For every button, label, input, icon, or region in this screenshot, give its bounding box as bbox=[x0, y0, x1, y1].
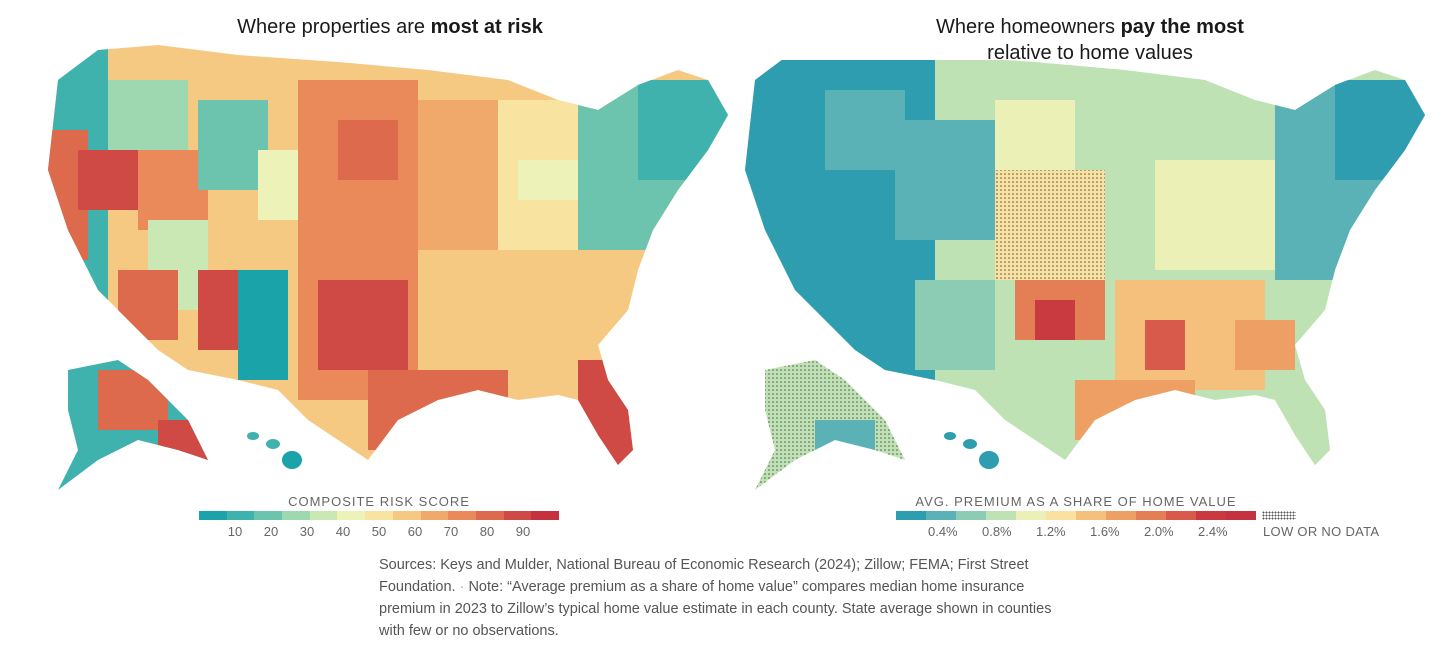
risk-scale-tick-label: 40 bbox=[335, 524, 351, 539]
right-title-plain: Where homeowners bbox=[936, 16, 1121, 38]
risk-scale-swatch bbox=[309, 511, 338, 520]
premium-scale-swatch bbox=[1166, 511, 1196, 520]
left-legend-title: COMPOSITE RISK SCORE bbox=[288, 494, 470, 509]
premium-scale-tick-label: 1.6% bbox=[1089, 524, 1120, 539]
premium-scale-swatch bbox=[986, 511, 1016, 520]
risk-scale-swatch bbox=[254, 511, 283, 520]
risk-scale-tick-label: 80 bbox=[479, 524, 495, 539]
premium-scale-swatch bbox=[956, 511, 986, 520]
premium-scale-tick-label: 0.8% bbox=[981, 524, 1012, 539]
premium-scale-tick-label: 2.0% bbox=[1143, 524, 1174, 539]
right-title-line2: relative to home values bbox=[987, 42, 1193, 64]
no-data-swatch bbox=[1262, 511, 1296, 520]
risk-scale-swatch bbox=[337, 511, 366, 520]
premium-share-map bbox=[745, 60, 1425, 490]
sources-note: Sources: Keys and Mulder, National Burea… bbox=[379, 554, 1079, 642]
right-title-bold: pay the most bbox=[1120, 16, 1244, 38]
premium-scale-tick-label: 1.2% bbox=[1035, 524, 1066, 539]
risk-scale-tick-label: 70 bbox=[443, 524, 459, 539]
premium-scale-swatch bbox=[1226, 511, 1256, 520]
risk-scale-swatch bbox=[282, 511, 310, 520]
hawaii-premium bbox=[944, 432, 999, 469]
risk-scale-swatch bbox=[448, 511, 476, 520]
risk-color-scale bbox=[199, 511, 559, 520]
risk-scale-swatch bbox=[226, 511, 255, 520]
risk-scale-swatch bbox=[475, 511, 504, 520]
premium-scale-swatch bbox=[1076, 511, 1106, 520]
premium-color-scale bbox=[896, 511, 1256, 520]
risk-score-map bbox=[48, 45, 728, 490]
right-map-title: Where homeowners pay the most relative to… bbox=[740, 14, 1440, 66]
risk-scale-tick-label: 60 bbox=[407, 524, 423, 539]
no-data-label: LOW OR NO DATA bbox=[1263, 524, 1380, 539]
right-legend-title: AVG. PREMIUM AS A SHARE OF HOME VALUE bbox=[915, 494, 1237, 509]
risk-scale-swatch bbox=[365, 511, 393, 520]
left-map-title: Where properties are most at risk bbox=[40, 14, 740, 40]
risk-scale-tick-label: 30 bbox=[299, 524, 315, 539]
premium-scale-swatch bbox=[1136, 511, 1166, 520]
premium-scale-swatch bbox=[896, 511, 926, 520]
premium-scale-swatch bbox=[1196, 511, 1226, 520]
left-title-bold: most at risk bbox=[430, 16, 543, 38]
risk-scale-swatch bbox=[199, 511, 227, 520]
risk-scale-swatch bbox=[420, 511, 449, 520]
sources-text: Sources: Keys and Mulder, National Burea… bbox=[379, 557, 1029, 595]
premium-scale-tick-label: 0.4% bbox=[927, 524, 958, 539]
risk-scale-swatch bbox=[392, 511, 421, 520]
premium-scale-tick-label: 2.4% bbox=[1197, 524, 1228, 539]
risk-scale-tick-label: 10 bbox=[227, 524, 243, 539]
risk-scale-swatch bbox=[531, 511, 559, 520]
risk-scale-tick-label: 90 bbox=[515, 524, 531, 539]
hawaii-risk bbox=[247, 432, 302, 469]
note-text: Note: “Average premium as a share of hom… bbox=[379, 579, 1052, 639]
left-title-plain: Where properties are bbox=[237, 16, 431, 38]
separator-dot: · bbox=[459, 579, 465, 595]
risk-scale-swatch bbox=[503, 511, 532, 520]
premium-scale-swatch bbox=[1046, 511, 1076, 520]
risk-scale-tick-label: 20 bbox=[263, 524, 279, 539]
risk-scale-tick-label: 50 bbox=[371, 524, 387, 539]
premium-scale-swatch bbox=[1016, 511, 1046, 520]
premium-scale-swatch bbox=[1106, 511, 1136, 520]
premium-scale-swatch bbox=[926, 511, 956, 520]
